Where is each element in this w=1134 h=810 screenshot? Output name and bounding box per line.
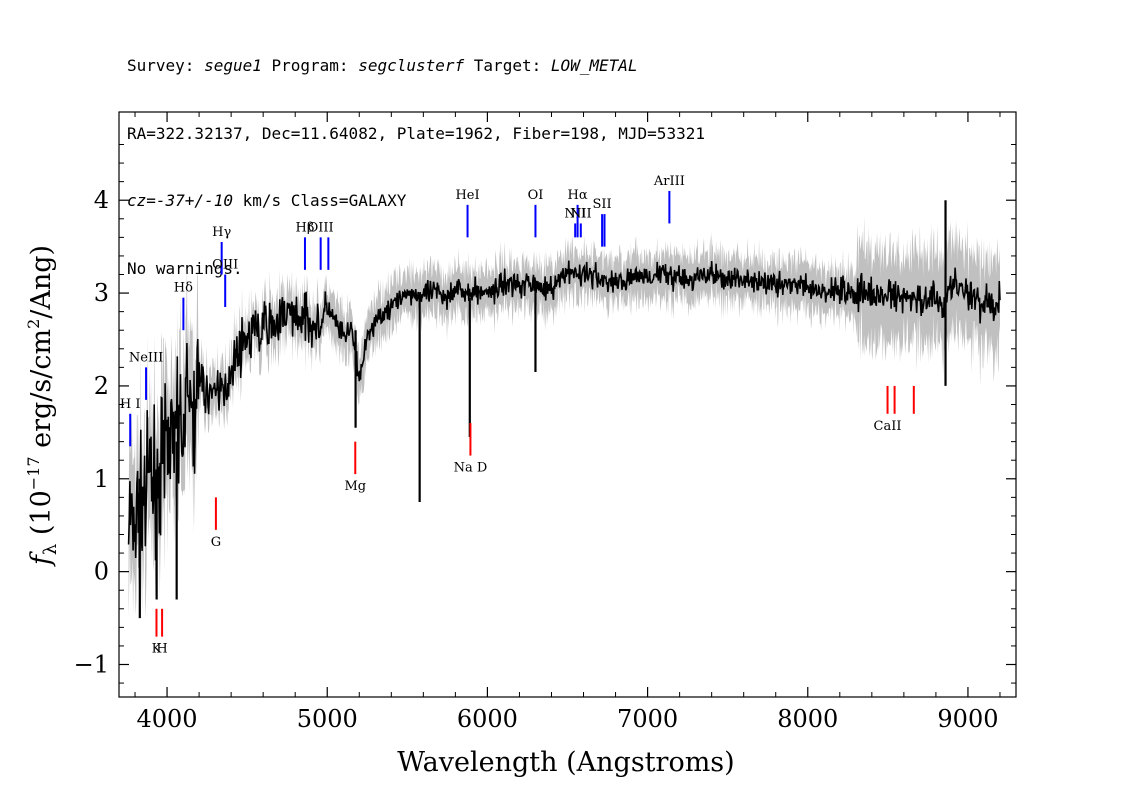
y-tick-label: 3 [94, 279, 109, 307]
y-tick-label: 1 [94, 465, 109, 493]
target-prefix: Target: [464, 56, 551, 75]
target-value: LOW_METAL [550, 56, 638, 75]
line-marker-label: NII [564, 206, 586, 221]
line-marker-label: G [211, 535, 221, 550]
y-tick-label: 4 [94, 186, 109, 214]
header-line-redshift: cz=-37+/-10 km/s Class=GALAXY [127, 190, 705, 213]
line-marker-label: NeIII [129, 350, 163, 365]
survey-value: segue1 [204, 56, 262, 75]
line-marker-label: Hβ [296, 220, 315, 235]
line-marker-label: HeI [455, 188, 479, 203]
x-tick-label: 4000 [137, 705, 198, 733]
y-tick-label: 0 [94, 558, 109, 586]
line-marker-label: H I [120, 397, 141, 412]
program-value: segclusterf [358, 56, 465, 75]
line-marker-label: Hα [568, 188, 588, 203]
line-marker-label: Hδ [174, 281, 193, 296]
x-axis-label: Wavelength (Angstroms) [397, 747, 734, 778]
x-tick-label: 8000 [777, 705, 838, 733]
header-line-coords: RA=322.32137, Dec=11.64082, Plate=1962, … [127, 123, 705, 143]
line-marker-label: OIII [212, 258, 238, 273]
flux-line [127, 260, 1001, 568]
line-marker-label: ArIII [653, 174, 685, 189]
spectrum-header: Survey: segue1 Program: segclusterf Targ… [127, 10, 705, 303]
header-line-survey: Survey: segue1 Program: segclusterf Targ… [127, 55, 705, 78]
line-marker-label: Na D [454, 461, 488, 476]
line-marker-label: Mg [344, 479, 366, 494]
y-tick-label: −1 [74, 651, 109, 679]
x-tick-label: 9000 [937, 705, 998, 733]
x-tick-label: 7000 [617, 705, 678, 733]
y-axis-label: fλ (10−17 erg/s/cm2/Ang) [24, 245, 61, 567]
line-marker-label: OIII [308, 220, 334, 235]
error-band [128, 215, 1001, 619]
line-marker-label: SII [593, 197, 612, 212]
line-marker-label: K [152, 642, 162, 657]
line-marker-label: OI [528, 188, 544, 203]
program-prefix: Program: [261, 56, 359, 75]
axis-ticks: 4000 5000 6000 7000 8000 9000 −1 0 1 2 3 4 [74, 112, 1016, 733]
line-marker-label: Hγ [212, 225, 231, 240]
class-value: km/s Class=GALAXY [232, 191, 407, 210]
flux-series [127, 200, 1001, 619]
x-tick-label: 6000 [457, 705, 518, 733]
survey-prefix: Survey: [127, 56, 205, 75]
cz-value: cz=-37+/-10 [127, 191, 233, 210]
error-band-area [128, 215, 1001, 619]
x-tick-label: 5000 [297, 705, 358, 733]
line-marker-label: CaII [874, 419, 902, 434]
line-marker-label: H [156, 642, 167, 657]
line-marker-label: NII [570, 206, 592, 221]
y-tick-label: 2 [94, 372, 109, 400]
